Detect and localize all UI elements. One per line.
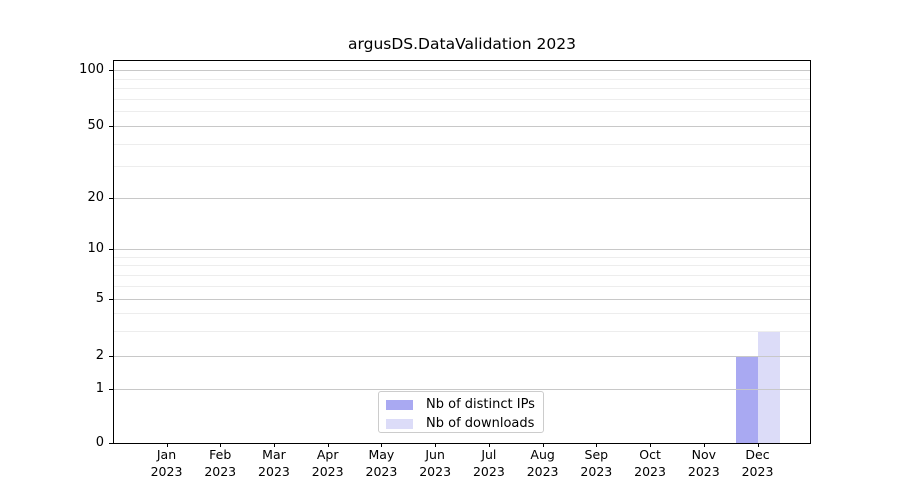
x-tick-mark [327, 443, 329, 447]
bar-nb-of-distinct-ips [735, 356, 758, 443]
bar-layer [114, 61, 810, 443]
legend-item: Nb of downloads [379, 415, 543, 433]
gridline-major [114, 299, 810, 300]
gridline-minor [114, 274, 810, 276]
y-tick-mark [109, 249, 113, 250]
legend-label: Nb of downloads [426, 416, 535, 431]
x-tick-label: Apr 2023 [311, 447, 344, 479]
gridline-minor [114, 166, 810, 168]
y-tick-mark [109, 356, 113, 357]
x-tick-label: Mar 2023 [258, 447, 290, 479]
gridline-minor [114, 143, 810, 145]
legend: Nb of distinct IPs Nb of downloads [378, 391, 544, 433]
gridline-minor [114, 111, 810, 113]
gridline-major [114, 198, 810, 199]
x-tick-label: Oct 2023 [634, 447, 666, 479]
bar-nb-of-downloads [757, 330, 780, 443]
gridline-major [114, 70, 810, 71]
x-tick-mark [220, 443, 222, 447]
y-tick-label: 5 [95, 291, 104, 306]
x-tick-mark [381, 443, 383, 447]
y-tick-label: 0 [95, 435, 104, 450]
y-tick-mark [109, 198, 113, 199]
gridline-minor [114, 330, 810, 332]
gridline-minor [114, 285, 810, 287]
plot-area: Nb of distinct IPs Nb of downloads [113, 60, 811, 444]
x-tick-label: Sep 2023 [580, 447, 613, 479]
gridline-minor [114, 265, 810, 267]
x-tick-label: Jul 2023 [472, 447, 505, 479]
gridline-minor [114, 98, 810, 100]
y-tick-mark [109, 126, 113, 127]
gridline-minor [114, 312, 810, 314]
x-tick-label: Dec 2023 [741, 447, 774, 479]
x-tick-label: Jan 2023 [150, 447, 183, 479]
legend-item: Nb of distinct IPs [379, 396, 543, 414]
x-tick-mark [650, 443, 652, 447]
x-tick-label: Nov 2023 [687, 447, 720, 479]
gridline-major [114, 356, 810, 357]
x-tick-mark [488, 443, 490, 447]
y-tick-mark [109, 70, 113, 71]
grid-layer [114, 61, 810, 443]
y-tick-mark [109, 389, 113, 390]
gridline-major [114, 249, 810, 250]
y-tick-label: 2 [95, 348, 104, 363]
y-tick-label: 100 [79, 62, 104, 77]
gridline-major [114, 389, 810, 390]
x-tick-mark [542, 443, 544, 447]
x-tick-label: May 2023 [365, 447, 398, 479]
y-tick-mark [109, 443, 113, 444]
y-tick-label: 20 [87, 190, 104, 205]
x-tick-label: Aug 2023 [526, 447, 559, 479]
y-tick-label: 1 [95, 381, 104, 396]
x-tick-mark [166, 443, 168, 447]
x-tick-mark [596, 443, 598, 447]
y-tick-mark [109, 299, 113, 300]
x-tick-mark [435, 443, 437, 447]
x-tick-label: Feb 2023 [204, 447, 237, 479]
gridline-minor [114, 78, 810, 80]
legend-swatch [386, 419, 413, 429]
y-tick-label: 50 [87, 118, 104, 133]
x-tick-label: Jun 2023 [419, 447, 452, 479]
x-tick-mark [703, 443, 705, 447]
gridline-major [114, 126, 810, 127]
legend-label: Nb of distinct IPs [426, 397, 535, 412]
chart-title: argusDS.DataValidation 2023 [348, 35, 576, 53]
x-tick-mark [273, 443, 275, 447]
x-tick-mark [757, 443, 759, 447]
y-tick-label: 10 [87, 241, 104, 256]
gridline-minor [114, 256, 810, 258]
gridline-minor [114, 88, 810, 90]
legend-swatch [386, 400, 413, 410]
